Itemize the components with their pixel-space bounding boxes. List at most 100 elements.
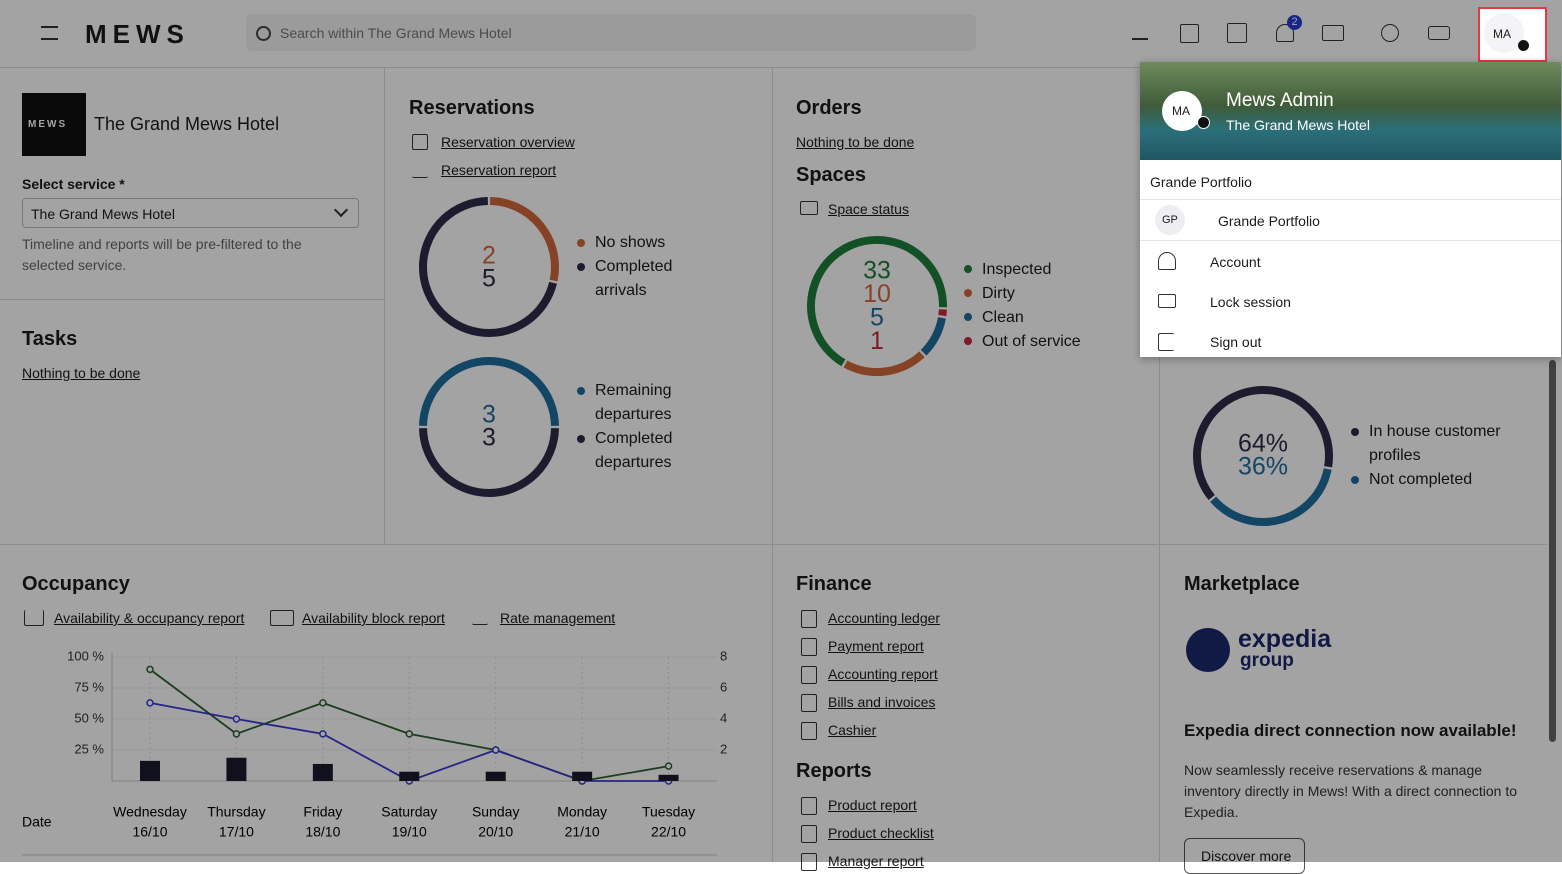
reservations-title: Reservations xyxy=(409,97,535,119)
divider xyxy=(1159,68,1160,862)
menu-toggle[interactable] xyxy=(41,26,58,40)
select-value: The Grand Mews Hotel xyxy=(31,206,175,222)
add-icon[interactable] xyxy=(1180,24,1199,43)
divider xyxy=(384,68,385,544)
brand: MEWS xyxy=(85,19,190,49)
avatar-button[interactable]: MA xyxy=(1478,7,1547,62)
legend: Inspected Dirty Clean Out of service xyxy=(964,258,1081,354)
link-icon xyxy=(801,722,817,740)
bar xyxy=(485,771,506,781)
link-icon xyxy=(412,134,428,150)
x-tick-label: 17/10 xyxy=(219,824,254,840)
reservation-link[interactable]: Reservation overview xyxy=(441,134,575,150)
service-select[interactable]: The Grand Mews Hotel xyxy=(22,198,359,228)
account-icon xyxy=(1158,252,1176,270)
x-tick-label: 20/10 xyxy=(478,824,513,840)
divider xyxy=(1140,199,1561,200)
link-icon xyxy=(801,694,817,712)
mail-icon[interactable] xyxy=(1322,25,1344,41)
bell-icon[interactable] xyxy=(1276,24,1294,42)
occupancy-link[interactable]: Availability & occupancy report xyxy=(54,610,245,626)
donut-segment xyxy=(1193,385,1333,501)
occupancy-link[interactable]: Rate management xyxy=(500,610,616,626)
donut-segment xyxy=(938,309,947,317)
legend-item: Completed departures xyxy=(577,427,707,475)
legend-label: Completed arrivals xyxy=(595,258,673,299)
reports-link[interactable]: Product checklist xyxy=(828,825,934,841)
signout-icon xyxy=(1158,333,1174,351)
support-icon[interactable] xyxy=(1381,24,1399,42)
legend: Remaining departures Completed departure… xyxy=(577,379,707,475)
search-box[interactable]: Search within The Grand Mews Hotel xyxy=(246,14,976,51)
legend-label: In house customer profiles xyxy=(1369,423,1501,464)
donut-number: 33 xyxy=(863,257,891,285)
finance-link[interactable]: Accounting report xyxy=(828,666,938,682)
point xyxy=(232,715,241,723)
link-icon xyxy=(270,610,294,626)
donut-number: 1 xyxy=(870,327,884,355)
donut-segment xyxy=(419,197,557,337)
y2-tick-label: 2 xyxy=(720,741,727,756)
donut-number: 36% xyxy=(1238,453,1288,481)
donut-segment xyxy=(920,316,946,356)
link-icon xyxy=(801,638,817,656)
legend-label: Remaining departures xyxy=(595,382,672,423)
x-tick-label: 21/10 xyxy=(565,824,600,840)
donut-number: 3 xyxy=(482,424,496,452)
tasks-link[interactable]: Nothing to be done xyxy=(22,365,141,381)
portfolio-name[interactable]: Grande Portfolio xyxy=(1218,213,1320,229)
avatar xyxy=(1484,13,1524,53)
select-label: Select service * xyxy=(22,176,125,192)
orders-title: Orders xyxy=(796,97,862,119)
menu-item[interactable]: Account xyxy=(1210,254,1261,270)
whats-new-icon[interactable] xyxy=(1428,26,1450,40)
y2-tick-label: 6 xyxy=(720,679,727,694)
search-placeholder: Search within The Grand Mews Hotel xyxy=(280,25,512,41)
reservation-link[interactable]: Reservation report xyxy=(441,162,557,178)
occupancy-link[interactable]: Availability block report xyxy=(302,610,445,626)
status-dot xyxy=(1518,40,1529,51)
finance-link[interactable]: Bills and invoices xyxy=(828,694,936,710)
y-tick-label: 100 % xyxy=(67,648,104,663)
spaces-link[interactable]: Space status xyxy=(828,201,909,217)
legend-label: Out of service xyxy=(982,333,1081,350)
reports-link[interactable]: Product report xyxy=(828,797,917,813)
donut-number: 2 xyxy=(482,242,496,270)
point xyxy=(664,762,673,770)
finance-link[interactable]: Cashier xyxy=(828,722,877,738)
x-tick-label: Tuesday xyxy=(642,804,695,820)
bar xyxy=(572,771,593,781)
expedia-logo: expedia xyxy=(1238,625,1332,653)
legend-item: Dirty xyxy=(964,282,1081,306)
menu-item[interactable]: Lock session xyxy=(1210,294,1291,310)
divider xyxy=(0,299,384,300)
orders-link[interactable]: Nothing to be done xyxy=(796,134,915,150)
link-icon xyxy=(801,797,817,815)
x-tick-label: 18/10 xyxy=(305,824,340,840)
finance-link[interactable]: Accounting ledger xyxy=(828,610,941,626)
legend: No shows Completed arrivals xyxy=(577,231,707,303)
hotel-logo: MEWS xyxy=(22,93,86,156)
legend-item: Not completed xyxy=(1351,468,1509,492)
finance-link[interactable]: Payment report xyxy=(828,638,924,654)
link-icon xyxy=(801,825,817,843)
menu-section: Grande Portfolio xyxy=(1150,174,1252,190)
portfolio-avatar[interactable] xyxy=(1155,205,1185,235)
legend-item: Remaining departures xyxy=(577,379,707,427)
menu-avatar-initials: MA xyxy=(1172,104,1190,118)
y-tick-label: 75 % xyxy=(74,679,104,694)
spaces-title: Spaces xyxy=(796,164,867,186)
sort-icon[interactable] xyxy=(1132,24,1148,40)
expedia-logo: group xyxy=(1240,650,1294,671)
menu-item[interactable]: Sign out xyxy=(1210,334,1262,350)
link-icon xyxy=(412,162,428,178)
donut-number: 3 xyxy=(482,401,496,429)
calendar-icon[interactable] xyxy=(1227,23,1247,43)
legend-label: No shows xyxy=(595,234,666,251)
menu-banner xyxy=(1140,62,1561,160)
scrollbar xyxy=(1549,360,1556,742)
reports-title: Reports xyxy=(796,760,872,782)
donut-number: 64% xyxy=(1238,430,1288,458)
